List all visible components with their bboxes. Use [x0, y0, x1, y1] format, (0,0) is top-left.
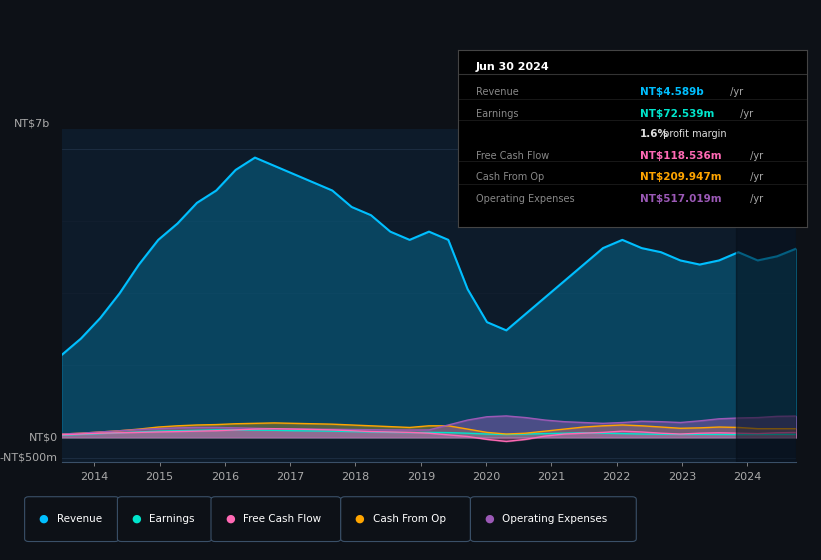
Text: NT$209.947m: NT$209.947m	[640, 172, 721, 182]
Text: NT$72.539m: NT$72.539m	[640, 110, 714, 119]
Text: Free Cash Flow: Free Cash Flow	[243, 514, 321, 524]
Text: Revenue: Revenue	[475, 87, 518, 96]
Text: Earnings: Earnings	[149, 514, 195, 524]
Text: /yr: /yr	[737, 110, 754, 119]
Text: Free Cash Flow: Free Cash Flow	[475, 151, 548, 161]
Text: /yr: /yr	[747, 172, 764, 182]
Bar	[736, 129, 796, 462]
Text: ●: ●	[39, 514, 48, 524]
Text: Revenue: Revenue	[57, 514, 102, 524]
Text: 1.6%: 1.6%	[640, 129, 668, 139]
Text: NT$118.536m: NT$118.536m	[640, 151, 721, 161]
Text: Operating Expenses: Operating Expenses	[502, 514, 608, 524]
Text: ●: ●	[225, 514, 235, 524]
Text: /yr: /yr	[747, 194, 764, 204]
Text: ●: ●	[355, 514, 365, 524]
Text: /yr: /yr	[747, 151, 764, 161]
Text: Operating Expenses: Operating Expenses	[475, 194, 574, 204]
Text: Earnings: Earnings	[475, 110, 518, 119]
Text: ●: ●	[131, 514, 141, 524]
Text: NT$7b: NT$7b	[14, 119, 50, 129]
Text: Cash From Op: Cash From Op	[373, 514, 446, 524]
Text: NT$0: NT$0	[29, 432, 58, 442]
Text: Jun 30 2024: Jun 30 2024	[475, 62, 549, 72]
Text: Cash From Op: Cash From Op	[475, 172, 544, 182]
Text: NT$4.589b: NT$4.589b	[640, 87, 704, 96]
Text: ●: ●	[484, 514, 494, 524]
Text: /yr: /yr	[727, 87, 744, 96]
Text: NT$517.019m: NT$517.019m	[640, 194, 721, 204]
Text: -NT$500m: -NT$500m	[0, 453, 58, 463]
Text: profit margin: profit margin	[661, 129, 727, 139]
